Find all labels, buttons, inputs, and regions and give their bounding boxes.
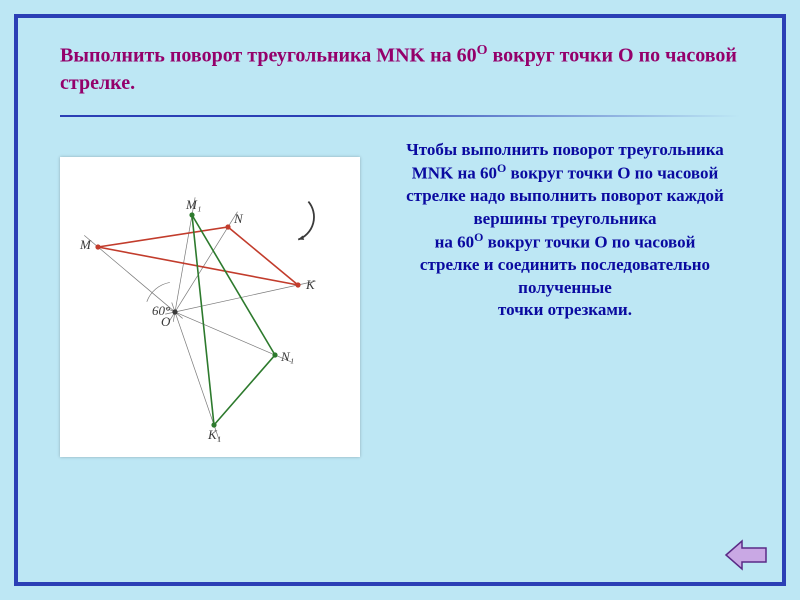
svg-text:M₁: M₁: [185, 197, 201, 212]
instructions-text: Чтобы выполнить поворот треугольника MNK…: [390, 139, 740, 322]
slide-inner: Выполнить поворот треугольника MNK на 60…: [14, 14, 786, 586]
rotation-diagram: MNKM₁N₁K₁O60°: [60, 157, 360, 457]
back-arrow-button[interactable]: [724, 536, 768, 574]
horizontal-rule: [60, 115, 740, 117]
svg-text:M: M: [79, 237, 92, 252]
slide: Выполнить поворот треугольника MNK на 60…: [0, 0, 800, 600]
svg-text:N: N: [233, 211, 244, 226]
svg-text:K₁: K₁: [207, 427, 221, 442]
content-row: MNKM₁N₁K₁O60° Чтобы выполнить поворот тр…: [60, 139, 740, 457]
slide-title: Выполнить поворот треугольника MNK на 60…: [60, 42, 740, 97]
svg-text:60°: 60°: [152, 303, 170, 318]
svg-text:K: K: [305, 277, 316, 292]
svg-text:N₁: N₁: [280, 349, 294, 364]
